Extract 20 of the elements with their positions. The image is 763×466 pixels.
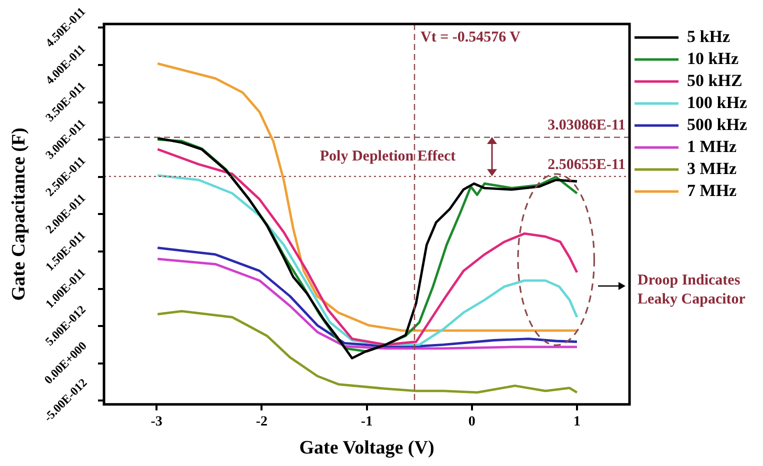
x-tick-label: 1 — [573, 414, 580, 430]
legend-label: 3 MHz — [687, 158, 738, 178]
legend-label: 7 MHz — [687, 180, 738, 200]
legend-label: 1 MHz — [687, 136, 738, 156]
x-tick-label: -3 — [150, 414, 162, 430]
text: Droop Indicates Leaky Capacitor — [638, 272, 746, 308]
x-tick-label: -2 — [256, 414, 268, 430]
legend-label: 500 kHz — [687, 114, 748, 134]
legend-label: 5 kHz — [687, 26, 730, 46]
annotation: Poly Depletion Effect — [320, 148, 456, 165]
ref-line-label: 2.50655E-11 — [548, 156, 626, 173]
legend-label: 10 kHz — [687, 48, 739, 68]
x-tick-label: 0 — [468, 414, 476, 430]
x-tick-label: -1 — [360, 414, 373, 430]
y-axis-title: Gate Capacitance (F) — [8, 128, 30, 301]
legend-label: 100 kHz — [687, 92, 748, 112]
ref-line-label: Vt = -0.54576 V — [420, 29, 521, 46]
x-axis-title: Gate Voltage (V) — [299, 438, 434, 459]
legend-label: 50 kHZ — [687, 70, 742, 90]
ref-line-label: 3.03086E-11 — [548, 118, 626, 134]
